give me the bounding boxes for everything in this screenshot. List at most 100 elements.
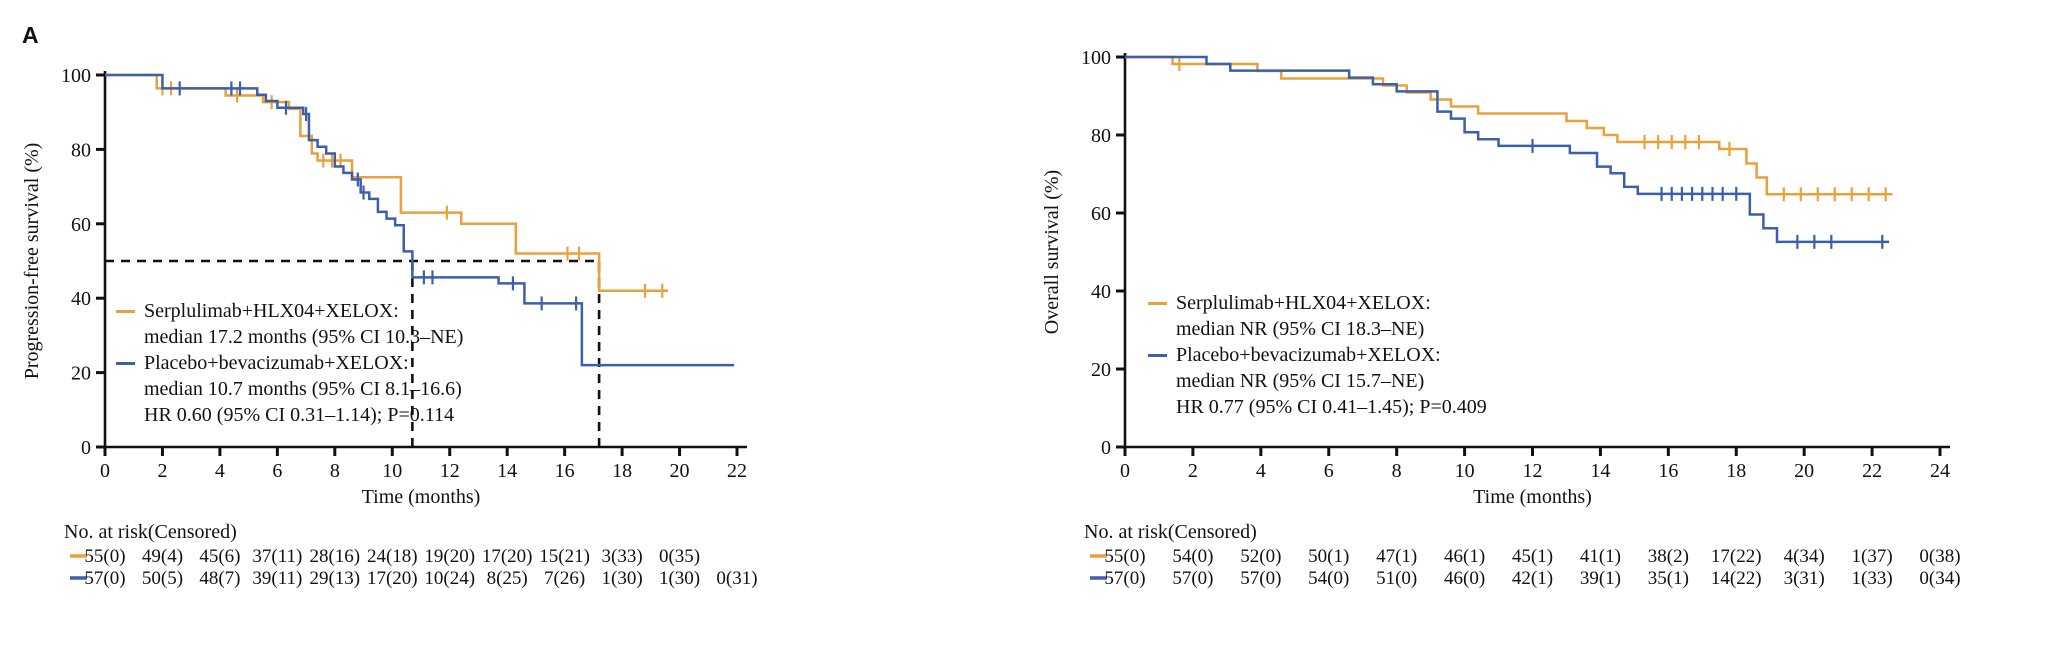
legend-entry-serplulimab: Serplulimab+HLX04+XELOX: xyxy=(1148,290,1487,316)
y-tick-label: 100 xyxy=(61,65,91,87)
legend-text: HR 0.77 (95% CI 0.41–1.45); P=0.409 xyxy=(1176,396,1487,418)
y-tick-label: 0 xyxy=(1101,437,1111,459)
risk-table-value: 37(11) xyxy=(252,546,302,567)
y-tick-label: 20 xyxy=(71,363,91,385)
legend-hr-stat: HR 0.77 (95% CI 0.41–1.45); P=0.409 xyxy=(1148,394,1487,420)
legend-entry-serplulimab: Serplulimab+HLX04+XELOX: xyxy=(116,298,463,324)
x-tick-label: 0 xyxy=(100,460,110,482)
risk-table-value: 57(0) xyxy=(1172,568,1213,589)
x-tick-label: 10 xyxy=(1455,460,1475,482)
survival-curve-serplulimab xyxy=(105,73,669,293)
legend-median-serplulimab: median NR (95% CI 18.3–NE) xyxy=(1148,316,1487,342)
risk-table-value: 17(20) xyxy=(482,546,533,567)
risk-table-value: 0(35) xyxy=(659,546,700,567)
legend-median-placebo: median NR (95% CI 15.7–NE) xyxy=(1148,368,1487,394)
risk-table-value: 1(37) xyxy=(1852,546,1893,567)
legend-text: Placebo+bevacizumab+XELOX: xyxy=(1176,344,1441,366)
legend-text: median NR (95% CI 15.7–NE) xyxy=(1176,370,1425,392)
x-tick-label: 24 xyxy=(1930,460,1950,482)
y-tick-label: 60 xyxy=(71,214,91,236)
risk-table-value: 46(1) xyxy=(1444,546,1485,567)
placebo-line-marker-icon xyxy=(116,361,135,365)
panel-label-a: A xyxy=(22,22,39,48)
x-tick-label: 2 xyxy=(1188,460,1198,482)
legend-text: median NR (95% CI 18.3–NE) xyxy=(1176,318,1425,340)
placebo-line-marker-icon xyxy=(1148,353,1167,357)
pfs-legend: Serplulimab+HLX04+XELOX: median 17.2 mon… xyxy=(116,298,463,428)
x-tick-label: 4 xyxy=(215,460,225,482)
risk-table-value: 50(1) xyxy=(1308,546,1349,567)
y-axis-label: Progression-free survival (%) xyxy=(21,143,43,380)
y-tick-label: 80 xyxy=(71,139,91,161)
x-tick-label: 4 xyxy=(1256,460,1266,482)
legend-text: Serplulimab+HLX04+XELOX: xyxy=(144,300,399,322)
legend-entry-placebo: Placebo+bevacizumab+XELOX: xyxy=(116,350,463,376)
risk-table-value: 41(1) xyxy=(1580,546,1621,567)
risk-table-value: 55(0) xyxy=(1104,546,1145,567)
risk-table-value: 28(16) xyxy=(309,546,360,567)
legend-text: median 17.2 months (95% CI 10.3–NE) xyxy=(144,326,464,348)
os-legend: Serplulimab+HLX04+XELOX: median NR (95% … xyxy=(1148,290,1487,420)
risk-table-value: 0(38) xyxy=(1919,546,1960,567)
risk-table-header: No. at risk(Censored) xyxy=(1084,521,1257,543)
x-tick-label: 18 xyxy=(612,460,632,482)
risk-table-value: 50(5) xyxy=(142,568,183,589)
x-tick-label: 22 xyxy=(1862,460,1882,482)
legend-entry-placebo: Placebo+bevacizumab+XELOX: xyxy=(1148,342,1487,368)
risk-table-value: 17(22) xyxy=(1711,546,1762,567)
panel-os: 0 2 4 6 8 10 12 14 16 18 20 22 24 0 20 40 60 80 100 Time (m… xyxy=(1010,0,2056,664)
legend-hr-stat: HR 0.60 (95% CI 0.31–1.14); P=0.114 xyxy=(116,402,463,428)
y-tick-label: 40 xyxy=(71,288,91,310)
serplulimab-line-marker-icon xyxy=(116,309,135,313)
x-tick-label: 20 xyxy=(670,460,690,482)
risk-table-value: 46(0) xyxy=(1444,568,1485,589)
risk-table-value: 39(11) xyxy=(252,568,302,589)
risk-table-value: 14(22) xyxy=(1711,568,1762,589)
risk-table-value: 45(6) xyxy=(199,546,240,567)
x-tick-label: 12 xyxy=(1523,460,1543,482)
y-tick-label: 100 xyxy=(1081,47,1111,69)
legend-text: median 10.7 months (95% CI 8.1–16.6) xyxy=(144,378,462,400)
y-axis-label: Overall survival (%) xyxy=(1041,170,1063,334)
legend-median-placebo: median 10.7 months (95% CI 8.1–16.6) xyxy=(116,376,463,402)
x-tick-label: 8 xyxy=(1392,460,1402,482)
risk-table-value: 57(0) xyxy=(1104,568,1145,589)
risk-table-value: 49(4) xyxy=(142,546,183,567)
x-tick-label: 6 xyxy=(272,460,282,482)
risk-table-value: 0(31) xyxy=(716,568,757,589)
serplulimab-line-marker-icon xyxy=(1148,301,1167,305)
risk-table-value: 35(1) xyxy=(1648,568,1689,589)
x-tick-label: 22 xyxy=(727,460,747,482)
risk-table-value: 17(20) xyxy=(367,568,418,589)
risk-table-header: No. at risk(Censored) xyxy=(64,521,237,543)
risk-table-value: 38(2) xyxy=(1648,546,1689,567)
x-tick-label: 16 xyxy=(1658,460,1678,482)
risk-table-value: 54(0) xyxy=(1308,568,1349,589)
risk-table-value: 4(34) xyxy=(1784,546,1825,567)
x-tick-label: 6 xyxy=(1324,460,1334,482)
risk-table-value: 3(31) xyxy=(1784,568,1825,589)
y-tick-label: 60 xyxy=(1091,203,1111,225)
risk-table-value: 45(1) xyxy=(1512,546,1553,567)
y-tick-label: 20 xyxy=(1091,359,1111,381)
risk-table-value: 24(18) xyxy=(367,546,418,567)
risk-table-value: 42(1) xyxy=(1512,568,1553,589)
x-tick-label: 16 xyxy=(555,460,575,482)
x-tick-label: 18 xyxy=(1726,460,1746,482)
risk-table-value: 57(0) xyxy=(84,568,125,589)
legend-text: Placebo+bevacizumab+XELOX: xyxy=(144,352,409,374)
legend-median-serplulimab: median 17.2 months (95% CI 10.3–NE) xyxy=(116,324,463,350)
risk-table-value: 48(7) xyxy=(199,568,240,589)
x-tick-label: 12 xyxy=(440,460,460,482)
x-tick-label: 10 xyxy=(382,460,402,482)
x-tick-label: 20 xyxy=(1794,460,1814,482)
x-axis-label: Time (months) xyxy=(1473,486,1592,508)
survival-curve-serplulimab xyxy=(1125,55,1893,196)
risk-table-value: 7(26) xyxy=(544,568,585,589)
risk-table-value: 54(0) xyxy=(1172,546,1213,567)
risk-table-value: 0(34) xyxy=(1919,568,1960,589)
risk-table-value: 19(20) xyxy=(424,546,475,567)
risk-table-value: 51(0) xyxy=(1376,568,1417,589)
